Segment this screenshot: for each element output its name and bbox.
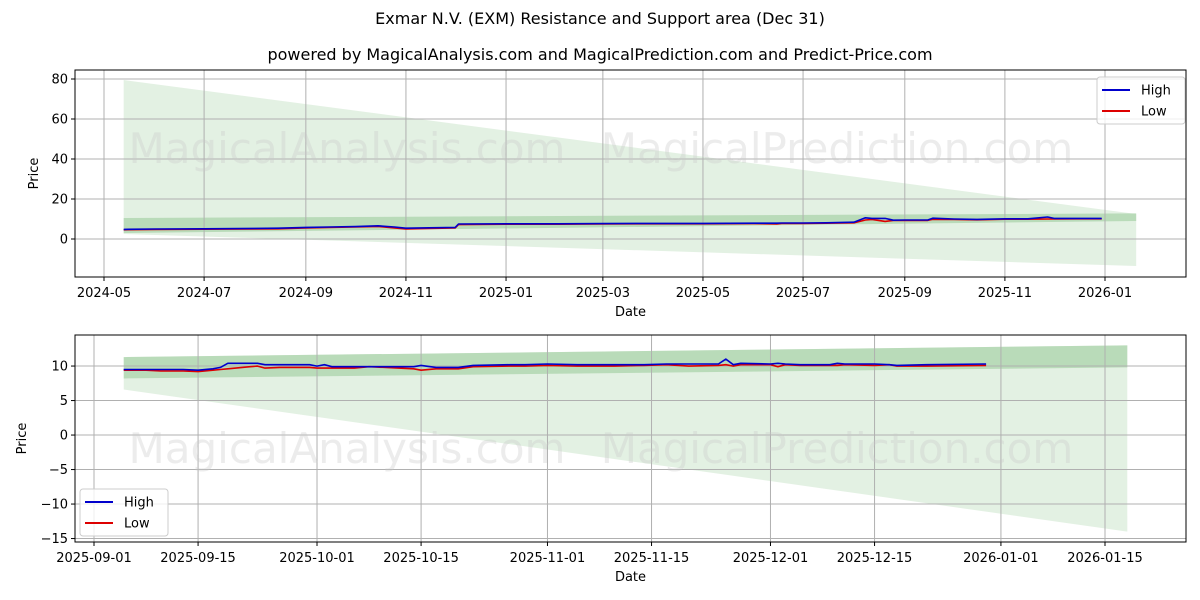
x-tick-label: 2025-12-15	[837, 551, 913, 566]
plot-area: MagicalAnalysis.com MagicalPrediction.com	[75, 335, 1186, 542]
top-chart-axes: MagicalAnalysis.com MagicalPrediction.com…	[27, 69, 1187, 320]
watermark: MagicalAnalysis.com MagicalPrediction.com	[129, 424, 1074, 473]
legend[interactable]: High Low	[79, 488, 169, 537]
legend-label-high: High	[124, 496, 154, 511]
x-tick-label: 2025-09-15	[160, 551, 236, 566]
y-tick-label: −15	[41, 532, 68, 547]
watermark-text: MagicalAnalysis.com	[129, 124, 566, 173]
y-tick-label: 60	[51, 113, 68, 128]
series-high	[123, 358, 987, 371]
y-tick-label: −10	[41, 498, 68, 513]
axes-frame	[74, 69, 1187, 278]
series-high	[123, 216, 1102, 231]
x-tick-label: 2025-11-15	[614, 551, 690, 566]
x-tick-label: 2025-09-01	[56, 551, 132, 566]
x-tick-label: 2025-03	[576, 286, 630, 301]
x-tick-label: 2025-10-15	[383, 551, 459, 566]
y-axis-label: Price	[27, 158, 42, 190]
x-tick-label: 2025-01	[479, 286, 533, 301]
resistance-support-area	[123, 345, 1128, 379]
x-tick-label: 2025-11-01	[510, 551, 586, 566]
legend-label-low: Low	[1141, 105, 1167, 120]
x-axis-label: Date	[615, 570, 646, 585]
legend-box	[1096, 76, 1186, 125]
y-tick-label: −5	[49, 463, 68, 478]
watermark-text: MagicalPrediction.com	[601, 124, 1074, 173]
x-tick-label: 2024-05	[77, 286, 131, 301]
x-tick-label: 2025-05	[676, 286, 730, 301]
x-tick-label: 2026-01-01	[963, 551, 1039, 566]
x-tick-label: 2025-07	[776, 286, 830, 301]
legend-label-low: Low	[124, 517, 150, 532]
watermark: MagicalAnalysis.com MagicalPrediction.com	[129, 124, 1074, 173]
x-tick-label: 2024-09	[279, 286, 333, 301]
y-tick-label: 0	[60, 429, 68, 444]
x-tick-label: 2026-01	[1078, 286, 1132, 301]
bottom-chart-axes: MagicalAnalysis.com MagicalPrediction.com…	[15, 334, 1187, 585]
axes-frame	[74, 334, 1187, 543]
wide-forecast-area	[123, 80, 1137, 266]
x-tick-label: 2025-11	[978, 286, 1032, 301]
y-tick-label: 40	[51, 153, 68, 168]
legend-box	[79, 488, 169, 537]
y-tick-label: 10	[51, 360, 68, 375]
x-tick-label: 2024-07	[177, 286, 231, 301]
wide-forecast-area	[123, 345, 1128, 532]
watermark-text: MagicalAnalysis.com	[129, 424, 566, 473]
legend-label-high: High	[1141, 84, 1171, 99]
chart-suptitle: Exmar N.V. (EXM) Resistance and Support …	[375, 9, 825, 28]
x-tick-label: 2025-10-01	[279, 551, 355, 566]
legend[interactable]: High Low	[1096, 76, 1186, 125]
x-tick-label: 2024-11	[379, 286, 433, 301]
x-tick-label: 2025-09	[878, 286, 932, 301]
y-axis-label: Price	[15, 423, 30, 455]
y-tick-label: 5	[60, 394, 68, 409]
watermark-text: MagicalPrediction.com	[601, 424, 1074, 473]
x-tick-label: 2025-12-01	[733, 551, 809, 566]
x-axis-label: Date	[615, 305, 646, 320]
chart-subtitle: powered by MagicalAnalysis.com and Magic…	[267, 45, 933, 64]
x-tick-label: 2026-01-15	[1067, 551, 1143, 566]
y-tick-label: 0	[60, 233, 68, 248]
y-tick-label: 80	[51, 73, 68, 88]
plot-area: MagicalAnalysis.com MagicalPrediction.com	[75, 70, 1186, 277]
y-tick-label: 20	[51, 193, 68, 208]
